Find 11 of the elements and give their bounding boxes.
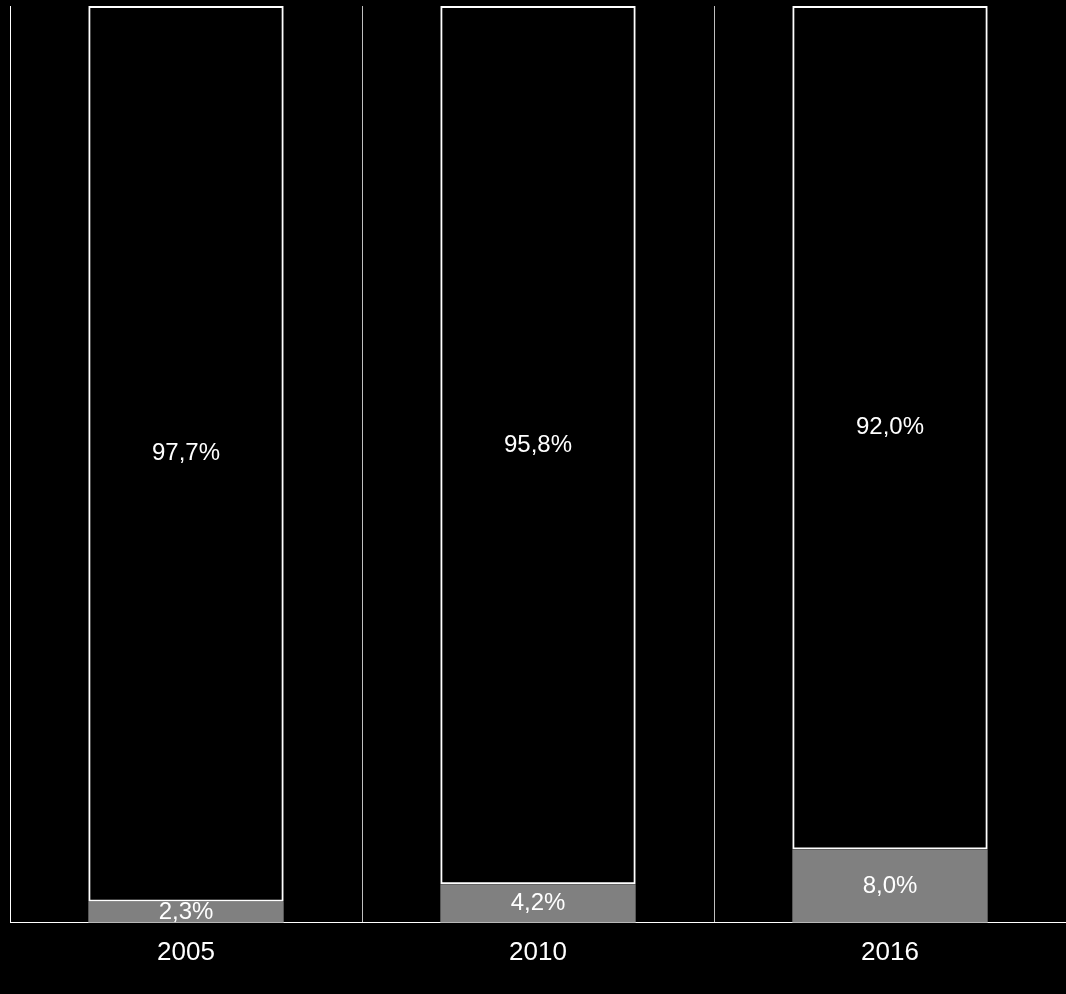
x-tick-label: 2010 bbox=[509, 935, 567, 966]
data-label: 97,7% bbox=[151, 438, 221, 466]
x-tick-label: 2005 bbox=[157, 935, 215, 966]
data-label: 95,8% bbox=[503, 429, 573, 457]
data-label: 8,0% bbox=[862, 870, 918, 898]
data-label: 2,3% bbox=[158, 896, 214, 924]
data-label: 4,2% bbox=[510, 888, 566, 916]
x-tick-label: 2016 bbox=[861, 935, 919, 966]
bar bbox=[440, 884, 636, 923]
bar bbox=[792, 849, 988, 923]
data-label: 92,0% bbox=[855, 412, 925, 440]
